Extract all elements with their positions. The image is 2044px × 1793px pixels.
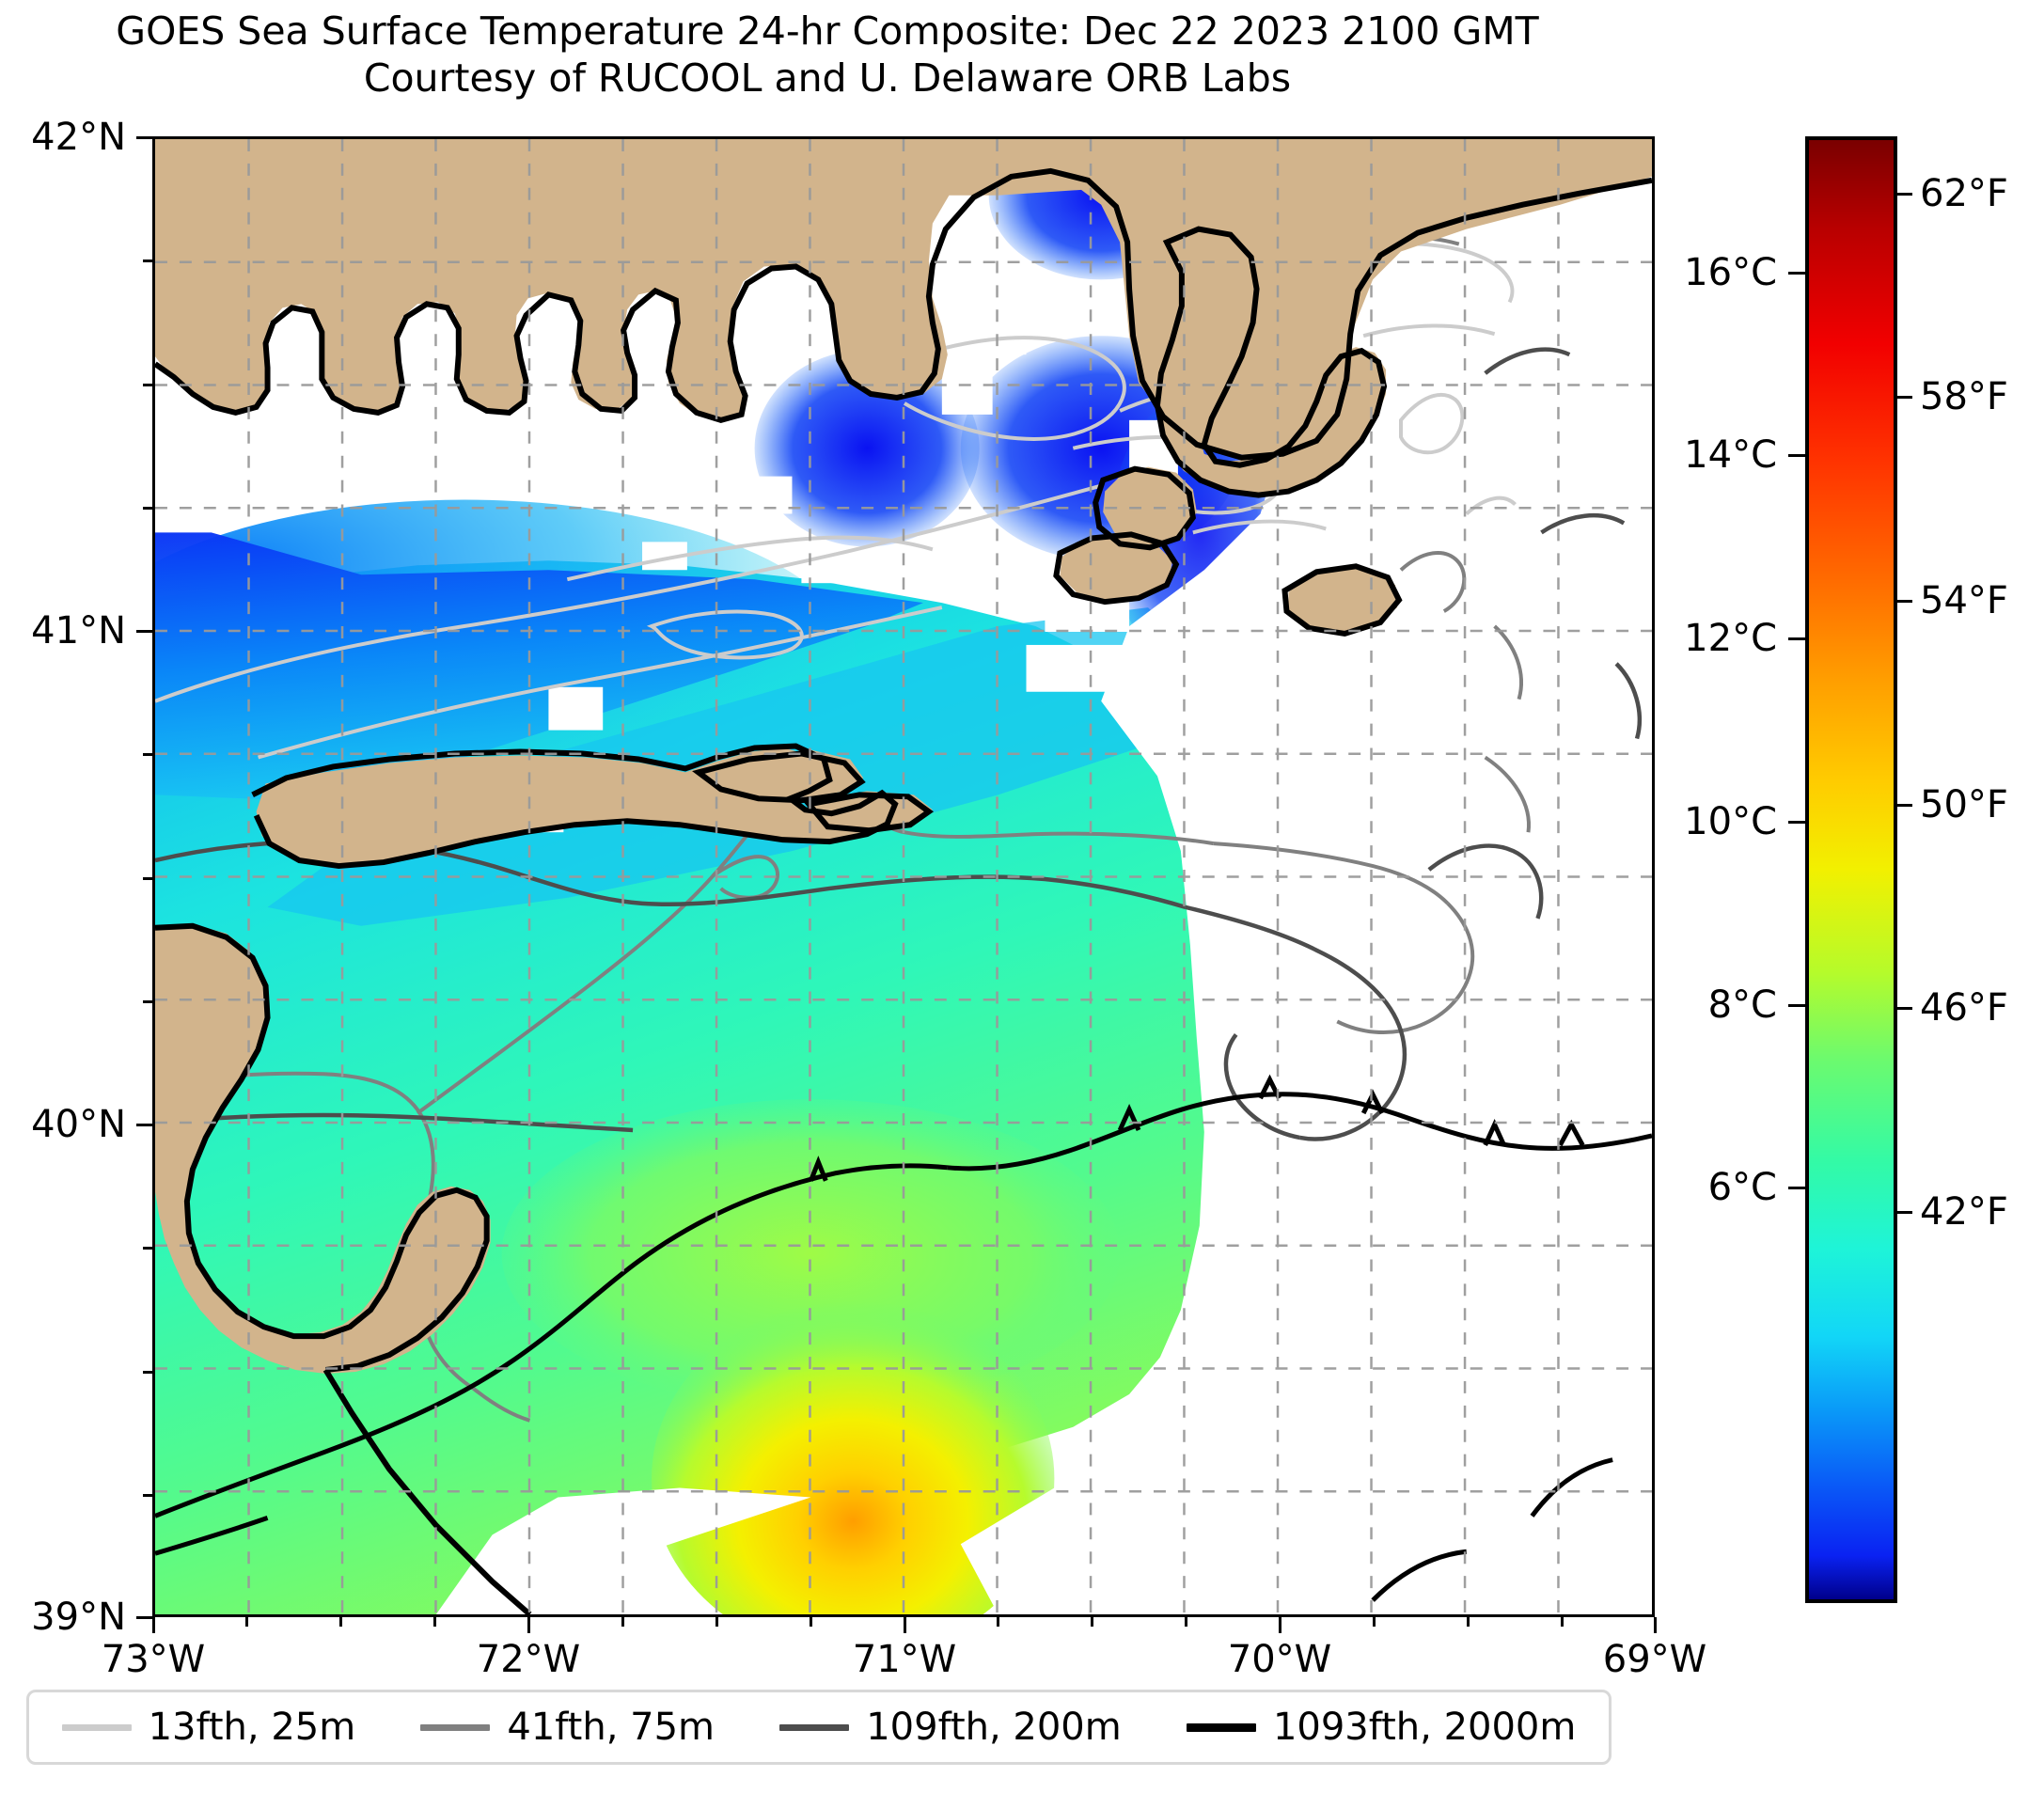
legend-item-2000m: 1093fth, 2000m <box>1186 1706 1577 1749</box>
colorbar-celsius-label-12: 12°C <box>1684 617 1777 660</box>
colorbar-celsius-label-16: 16°C <box>1684 251 1777 294</box>
chart-subtitle: Courtesy of RUCOOL and U. Delaware ORB L… <box>363 55 1292 102</box>
map-gridlines <box>155 139 1652 1614</box>
colorbar-fahrenheit-label-50: 50°F <box>1920 783 2008 826</box>
legend-line-swatch-75m <box>420 1723 491 1731</box>
chart-title-block: GOES Sea Surface Temperature 24-hr Compo… <box>0 8 1655 102</box>
colorbar-celsius-label-10: 10°C <box>1684 800 1777 843</box>
legend-item-200m: 109fth, 200m <box>779 1706 1122 1749</box>
y-tick-label-3: 39°N <box>31 1596 126 1639</box>
sst-map-panel <box>152 136 1655 1617</box>
colorbar-fahrenheit-label-42: 42°F <box>1920 1190 2008 1234</box>
colorbar-fahrenheit-label-62: 62°F <box>1920 172 2008 215</box>
colorbar-fahrenheit-label-54: 54°F <box>1920 579 2008 622</box>
colorbar-gradient <box>1809 140 1894 1599</box>
legend-line-swatch-200m <box>779 1723 850 1731</box>
colorbar-fahrenheit-label-46: 46°F <box>1920 986 2008 1030</box>
legend-item-75m: 41fth, 75m <box>420 1706 715 1749</box>
legend-item-25m: 13fth, 25m <box>61 1706 356 1749</box>
legend-line-swatch-25m <box>61 1723 132 1731</box>
y-tick-label-1: 41°N <box>31 609 126 653</box>
colorbar-celsius-label-6: 6°C <box>1707 1166 1777 1209</box>
x-tick-label-0: 73°W <box>101 1638 206 1681</box>
x-tick-label-4: 69°W <box>1602 1638 1707 1681</box>
legend-label-200m: 109fth, 200m <box>866 1706 1122 1749</box>
x-tick-label-3: 70°W <box>1227 1638 1332 1681</box>
colorbar-celsius-label-14: 14°C <box>1684 433 1777 477</box>
colorbar-celsius-label-8: 8°C <box>1707 983 1777 1027</box>
x-tick-label-1: 72°W <box>476 1638 581 1681</box>
legend-label-75m: 41fth, 75m <box>507 1706 715 1749</box>
bathymetry-contour-2000m <box>155 1074 1652 1602</box>
legend-label-25m: 13fth, 25m <box>148 1706 356 1749</box>
legend-label-2000m: 1093fth, 2000m <box>1272 1706 1577 1749</box>
legend-line-swatch-2000m <box>1186 1722 1256 1732</box>
colorbar-fahrenheit-label-58: 58°F <box>1920 375 2008 418</box>
page-title: GOES Sea Surface Temperature 24-hr Compo… <box>116 8 1539 54</box>
y-tick-label-0: 42°N <box>31 116 126 159</box>
bathymetry-legend: 13fth, 25m 41fth, 75m 109fth, 200m 1093f… <box>26 1690 1612 1765</box>
sst-map-canvas <box>155 139 1652 1614</box>
coastline <box>155 167 1652 1614</box>
temperature-colorbar <box>1805 136 1897 1603</box>
y-tick-label-2: 40°N <box>31 1103 126 1146</box>
x-tick-label-2: 71°W <box>852 1638 957 1681</box>
